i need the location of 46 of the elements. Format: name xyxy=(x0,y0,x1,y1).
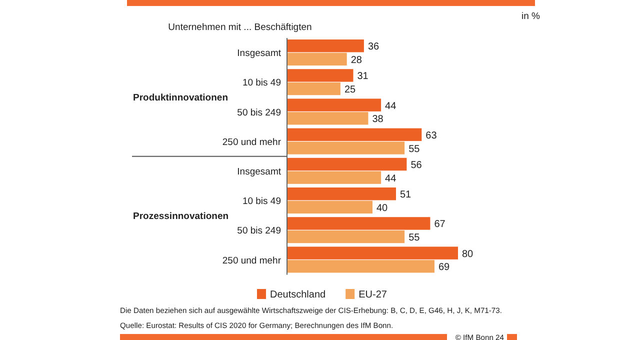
bar xyxy=(287,260,434,273)
data-label: 55 xyxy=(408,144,420,155)
data-label: 80 xyxy=(462,248,474,260)
data-label: 44 xyxy=(385,100,397,112)
chart-subtitle: Unternehmen mit ... Beschäftigten xyxy=(168,22,312,33)
bar xyxy=(287,230,405,244)
y-tick-label: 250 und mehr xyxy=(222,255,281,266)
data-label: 28 xyxy=(350,54,362,66)
bar xyxy=(287,158,407,171)
bar xyxy=(287,200,372,214)
bar xyxy=(287,52,347,66)
y-tick-label: 50 bis 249 xyxy=(237,107,281,118)
bar xyxy=(287,112,368,125)
data-label: 63 xyxy=(426,130,438,142)
text: Produktinnovationen xyxy=(133,92,228,104)
bar xyxy=(287,187,396,200)
text: Prozessinnovationen xyxy=(133,210,229,222)
data-label: 44 xyxy=(385,173,397,184)
bar xyxy=(287,98,382,112)
data-label: 38 xyxy=(372,114,384,126)
data-label: 56 xyxy=(410,160,422,172)
data-label: 40 xyxy=(376,202,388,214)
bar xyxy=(287,39,364,52)
legend-label: EU-27 xyxy=(358,290,388,300)
y-tick-label: 250 und mehr xyxy=(222,136,281,148)
bar xyxy=(287,69,354,82)
bar xyxy=(287,128,422,141)
bar xyxy=(287,142,405,154)
bar xyxy=(287,246,458,260)
data-label: 36 xyxy=(368,42,380,53)
data-label: 31 xyxy=(357,71,369,82)
data-label: 51 xyxy=(400,190,412,201)
bar xyxy=(287,217,430,230)
data-label: 67 xyxy=(434,219,446,230)
y-tick-label: Insgesamt xyxy=(237,166,282,178)
data-label: 25 xyxy=(344,84,356,96)
y-tick-label: 10 bis 49 xyxy=(242,196,281,208)
data-label: 55 xyxy=(408,232,420,244)
bar xyxy=(287,82,340,96)
y-tick-label: Insgesamt xyxy=(237,48,282,60)
text: in % xyxy=(522,11,541,22)
y-tick-label: 50 bis 249 xyxy=(237,226,281,237)
y-tick-label: 10 bis 49 xyxy=(242,78,281,89)
data-label: 69 xyxy=(438,262,450,274)
legend-label: Deutschland xyxy=(270,290,326,300)
bar xyxy=(287,171,382,184)
